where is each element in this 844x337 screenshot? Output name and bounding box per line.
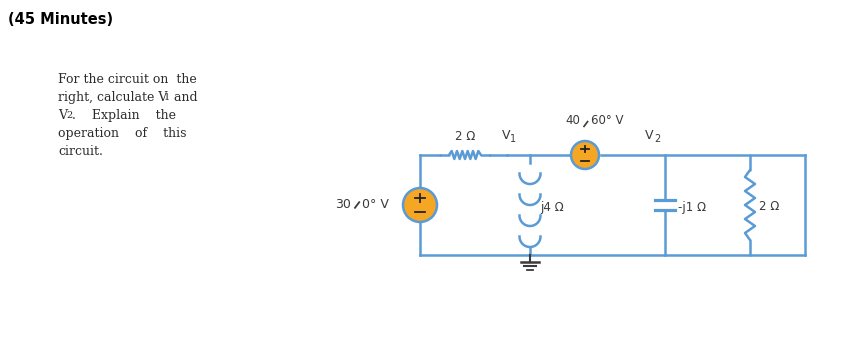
Text: 2: 2 <box>66 111 73 120</box>
Text: operation    of    this: operation of this <box>58 127 187 140</box>
Text: 30: 30 <box>335 198 351 212</box>
Text: 2 Ω: 2 Ω <box>455 130 475 143</box>
Circle shape <box>403 188 437 222</box>
Text: 0° V: 0° V <box>362 198 389 212</box>
Text: 2 Ω: 2 Ω <box>759 201 779 214</box>
Text: V: V <box>501 129 511 142</box>
Text: and: and <box>170 91 197 104</box>
Text: 60° V: 60° V <box>591 114 624 127</box>
Text: V: V <box>645 129 653 142</box>
Text: (45 Minutes): (45 Minutes) <box>8 12 113 27</box>
Text: 1: 1 <box>164 93 170 102</box>
Text: For the circuit on  the: For the circuit on the <box>58 73 197 86</box>
Text: 1: 1 <box>510 134 516 144</box>
Text: .    Explain    the: . Explain the <box>72 109 176 122</box>
Text: -j1 Ω: -j1 Ω <box>678 201 706 214</box>
Text: right, calculate V: right, calculate V <box>58 91 167 104</box>
Text: circuit.: circuit. <box>58 145 103 158</box>
Text: 2: 2 <box>654 134 660 144</box>
Text: 40: 40 <box>565 114 580 127</box>
Text: V: V <box>58 109 67 122</box>
Text: j4 Ω: j4 Ω <box>540 201 564 214</box>
Circle shape <box>571 141 599 169</box>
